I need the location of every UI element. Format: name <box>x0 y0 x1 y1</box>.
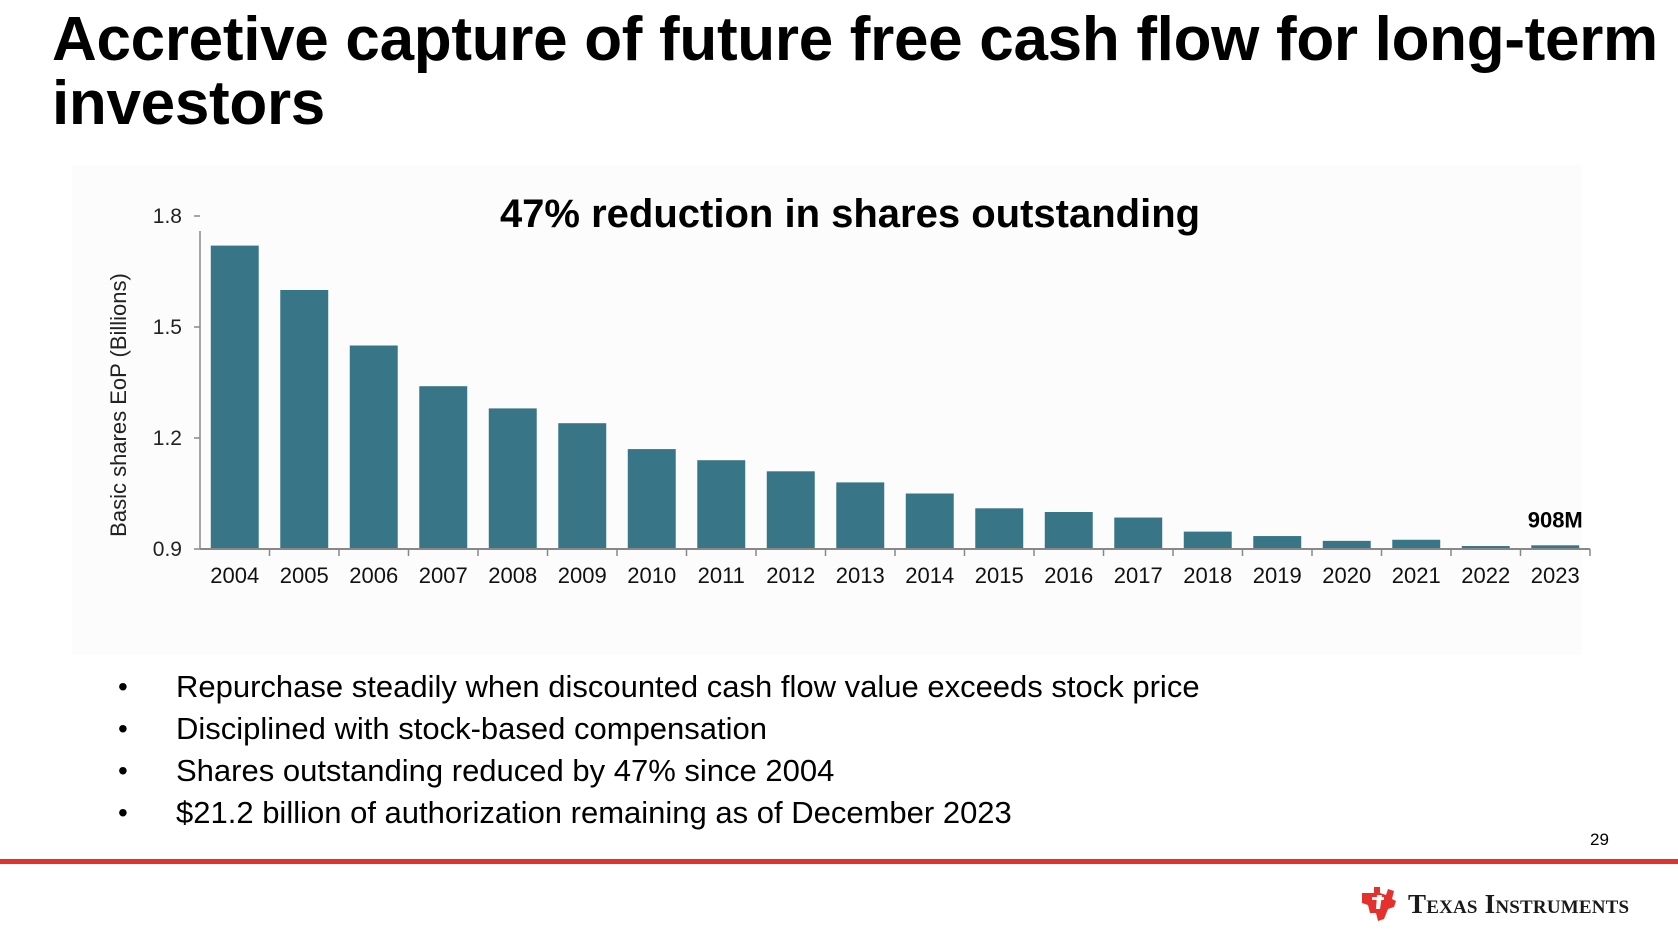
x-tick-label: 2021 <box>1392 563 1441 588</box>
x-tick-label: 2011 <box>698 563 745 588</box>
x-tick-label: 2023 <box>1531 563 1580 588</box>
data-label-2023: 908M <box>1528 507 1583 532</box>
brand-name: Texas Instruments <box>1408 888 1630 919</box>
y-tick-label: 0.9 <box>153 538 182 561</box>
bullet-item: • Shares outstanding reduced by 47% since… <box>118 750 1200 792</box>
data-labels: 908M <box>1528 507 1583 532</box>
bullet-dot-icon: • <box>118 671 128 702</box>
x-tick-label: 2008 <box>488 563 537 588</box>
bullet-text: Disciplined with stock-based compensatio… <box>176 711 768 746</box>
bar-2010 <box>627 449 676 549</box>
y-tick-label: 1.8 <box>153 205 182 228</box>
x-tick-label: 2012 <box>766 563 815 588</box>
x-tick-label: 2020 <box>1322 563 1371 588</box>
bullet-dot-icon: • <box>118 755 128 786</box>
footer-red-rule <box>0 859 1678 864</box>
x-tick-label: 2014 <box>905 563 954 588</box>
shares-outstanding-chart: 47% reduction in shares outstanding Basi… <box>106 192 1591 588</box>
x-tick-label: 2006 <box>349 563 398 588</box>
bullet-text: Shares outstanding reduced by 47% since … <box>176 753 835 788</box>
bar-2015 <box>975 508 1024 549</box>
x-tick-label: 2018 <box>1183 563 1232 588</box>
bar-2019 <box>1253 536 1302 549</box>
y-tick-label: 1.5 <box>153 316 182 339</box>
bar-2023 <box>1531 545 1580 549</box>
bullet-text: $21.2 billion of authorization remaining… <box>176 795 1012 830</box>
bar-2006 <box>349 345 398 549</box>
x-tick-label: 2022 <box>1461 563 1510 588</box>
x-tick-label: 2004 <box>210 563 259 588</box>
x-tick-label: 2007 <box>419 563 468 588</box>
chart-title: 47% reduction in shares outstanding <box>500 192 1200 236</box>
slide-title: Accretive capture of future free cash fl… <box>52 5 1658 138</box>
x-tick-label: 2010 <box>627 563 676 588</box>
x-tick-label: 2019 <box>1253 563 1302 588</box>
bar-2009 <box>558 423 607 549</box>
bar-2021 <box>1392 539 1441 549</box>
bullet-dot-icon: • <box>118 797 128 828</box>
bar-2007 <box>419 386 468 549</box>
bar-2022 <box>1461 546 1510 549</box>
bar-2012 <box>766 471 815 549</box>
bar-2017 <box>1114 517 1163 549</box>
brand-logo: Texas Instruments <box>1358 884 1629 924</box>
bar-2013 <box>836 482 885 549</box>
x-axis-ticks: 2004 2005 2006 2007 2008 2009 2010 2011 2012 2013… <box>210 549 1591 588</box>
bar-2014 <box>905 493 954 549</box>
y-axis-label: Basic shares EoP (Billions) <box>106 273 131 537</box>
texas-instruments-logo-icon <box>1362 887 1396 921</box>
y-tick-label: 1.2 <box>153 427 182 450</box>
bullet-list: • Repurchase steadily when discounted cas… <box>118 666 1200 834</box>
x-tick-label: 2015 <box>975 563 1024 588</box>
x-tick-label: 2005 <box>280 563 329 588</box>
page-number: 29 <box>1590 830 1609 849</box>
x-tick-label: 2016 <box>1044 563 1093 588</box>
x-tick-label: 2009 <box>558 563 607 588</box>
bar-series <box>210 245 1580 549</box>
bullet-item: • Disciplined with stock-based compensati… <box>118 708 1200 750</box>
x-tick-label: 2013 <box>836 563 885 588</box>
y-axis-ticks: 0.9 1.2 1.5 1.8 <box>153 205 200 561</box>
bar-2004 <box>210 245 259 549</box>
bar-2011 <box>697 460 746 549</box>
bar-2016 <box>1044 512 1093 549</box>
bar-2018 <box>1183 531 1232 549</box>
bar-2005 <box>280 290 329 549</box>
bullet-item: • Repurchase steadily when discounted cas… <box>118 666 1200 708</box>
x-tick-label: 2017 <box>1114 563 1163 588</box>
bar-2008 <box>488 408 537 549</box>
bullet-dot-icon: • <box>118 713 128 744</box>
bullet-item: • $21.2 billion of authorization remainin… <box>118 792 1200 834</box>
bar-2020 <box>1322 540 1371 549</box>
bullet-text: Repurchase steadily when discounted cash… <box>176 669 1200 704</box>
